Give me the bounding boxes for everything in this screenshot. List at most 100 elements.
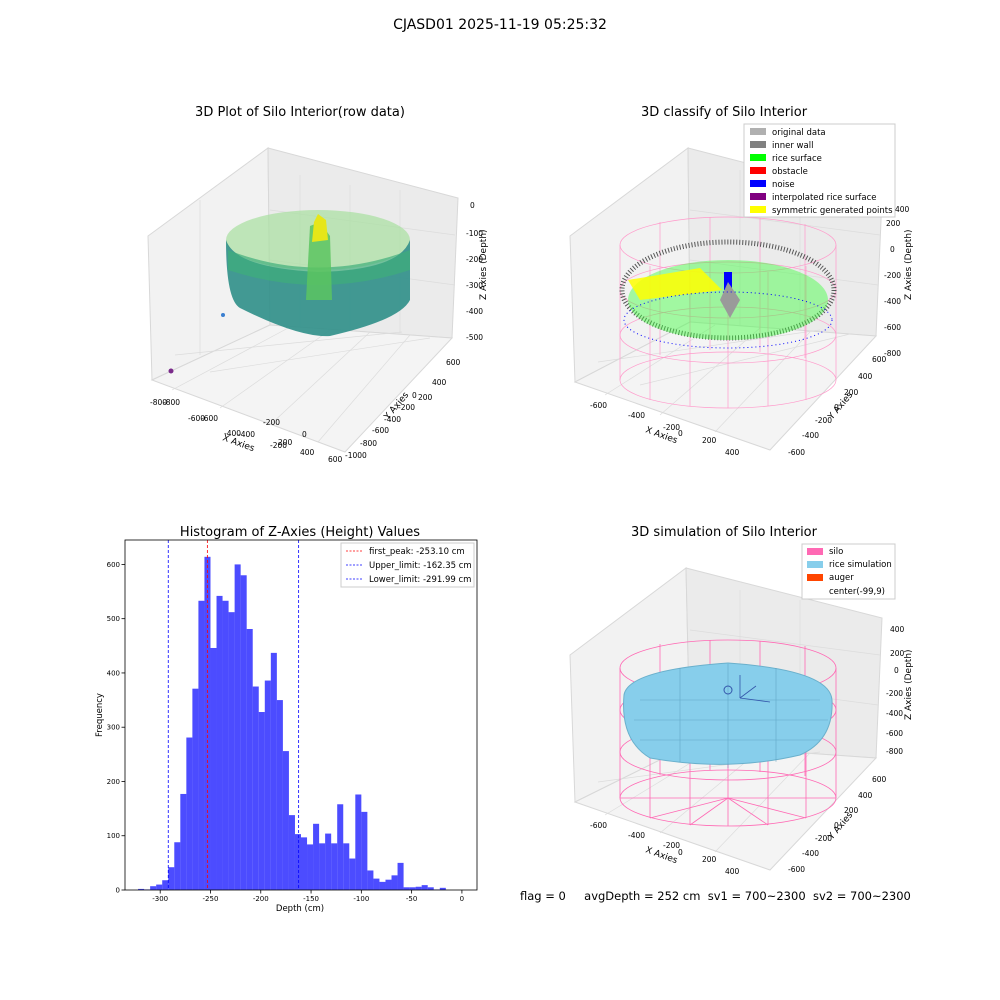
svg-text:-800: -800 — [163, 398, 180, 407]
svg-text:600: 600 — [872, 355, 887, 364]
histogram-bar — [397, 862, 404, 890]
histogram-bar — [391, 875, 398, 890]
histogram-bar — [276, 700, 283, 890]
svg-text:-500: -500 — [466, 333, 483, 342]
x-tick-label: -200 — [253, 895, 269, 903]
svg-text:-200: -200 — [263, 418, 280, 427]
histogram-bar — [174, 842, 181, 890]
y-tick-label: 500 — [107, 615, 120, 623]
figure-title: CJASD01 2025-11-19 05:25:32 — [393, 17, 607, 33]
panel-raw-title: 3D Plot of Silo Interior(row data) — [195, 105, 405, 120]
svg-text:-200: -200 — [466, 255, 483, 264]
histogram-bar — [337, 804, 344, 890]
histogram-bar — [252, 686, 259, 890]
symmetric-points — [628, 268, 722, 300]
svg-text:rice surface: rice surface — [772, 154, 822, 164]
svg-text:-400: -400 — [884, 297, 901, 306]
svg-text:-100: -100 — [466, 229, 483, 238]
histogram-bar — [301, 837, 308, 890]
status-sv1: sv1 = 700~2300 — [707, 889, 806, 903]
histogram-bar — [138, 888, 145, 890]
histogram-bar — [198, 600, 205, 890]
svg-text:600: 600 — [446, 358, 461, 367]
histogram-bar — [319, 843, 326, 890]
svg-text:0: 0 — [834, 821, 839, 830]
svg-text:0: 0 — [412, 391, 417, 400]
svg-text:-200: -200 — [815, 416, 832, 425]
svg-text:Z Axies (Depth): Z Axies (Depth) — [904, 649, 914, 720]
histogram-bar — [156, 884, 163, 890]
svg-text:400: 400 — [858, 372, 873, 381]
svg-text:0: 0 — [890, 245, 895, 254]
svg-text:center(-99,9): center(-99,9) — [829, 587, 885, 597]
simulation-legend: silo rice simulation auger center(-99,9) — [801, 543, 896, 600]
svg-text:-400: -400 — [802, 849, 819, 858]
svg-text:600: 600 — [872, 775, 887, 784]
status-avg-depth: avgDepth = 252 cm — [584, 889, 701, 903]
histogram-bar — [168, 867, 175, 890]
svg-text:0: 0 — [894, 666, 899, 675]
svg-text:400: 400 — [432, 378, 447, 387]
y-tick-label: 600 — [107, 561, 120, 569]
svg-text:400: 400 — [725, 867, 740, 876]
histogram-bar — [294, 834, 301, 890]
histogram-bar — [385, 879, 392, 890]
histogram-bar — [228, 612, 235, 890]
histogram-bar — [192, 688, 199, 890]
svg-text:-800: -800 — [150, 398, 167, 407]
svg-text:0: 0 — [302, 430, 307, 439]
histogram-legend: first_peak: -253.10 cm Upper_limit: -162… — [340, 542, 475, 588]
svg-text:-400: -400 — [628, 831, 645, 840]
svg-text:-200: -200 — [663, 841, 680, 850]
svg-text:200: 200 — [886, 219, 901, 228]
svg-text:-200: -200 — [886, 689, 903, 698]
histogram-bar — [307, 844, 314, 890]
svg-text:-400: -400 — [802, 431, 819, 440]
histogram-bar — [234, 564, 241, 890]
svg-text:first_peak: -253.10 cm: first_peak: -253.10 cm — [369, 547, 465, 557]
data-peak — [312, 214, 328, 242]
svg-text:obstacle: obstacle — [772, 167, 808, 177]
status-flag: flag = 0 — [520, 889, 566, 903]
svg-text:0: 0 — [678, 429, 683, 438]
panel-classify-title: 3D classify of Silo Interior — [641, 105, 808, 120]
histogram-title: Histogram of Z-Axies (Height) Values — [180, 525, 420, 540]
histogram-frame — [124, 539, 478, 891]
x-tick-label: -300 — [152, 895, 168, 903]
svg-text:Lower_limit: -291.99 cm: Lower_limit: -291.99 cm — [369, 575, 471, 585]
svg-text:interpolated rice surface: interpolated rice surface — [772, 193, 877, 203]
y-tick-label: 100 — [107, 832, 120, 840]
histogram-bar — [439, 887, 446, 890]
histogram-bar — [349, 858, 356, 890]
panel-simulation-title: 3D simulation of Silo Interior — [631, 525, 818, 540]
x-tick-label: 0 — [460, 895, 464, 903]
inner-wall-ring — [619, 239, 837, 341]
svg-text:-600: -600 — [788, 448, 805, 457]
panel-histogram: Histogram of Z-Axies (Height) Values -30… — [95, 525, 478, 914]
z-tick-0: 0 — [470, 201, 475, 210]
svg-text:-200: -200 — [270, 441, 287, 450]
svg-text:-400: -400 — [384, 415, 401, 424]
panel-classify-3d: 3D classify of Silo Interior original da… — [569, 105, 914, 457]
svg-text:200: 200 — [418, 393, 433, 402]
svg-text:-400: -400 — [224, 429, 241, 438]
svg-text:-600: -600 — [886, 729, 903, 738]
svg-text:original data: original data — [772, 128, 826, 138]
svg-text:Z Axies (Depth): Z Axies (Depth) — [904, 229, 914, 300]
svg-text:silo: silo — [829, 547, 843, 557]
original-cluster — [720, 282, 740, 318]
svg-text:-800: -800 — [884, 349, 901, 358]
histogram-bar — [282, 751, 289, 890]
auger-marker — [723, 675, 771, 703]
svg-text:-200: -200 — [663, 423, 680, 432]
histogram-bar — [331, 843, 338, 890]
svg-text:200: 200 — [844, 388, 859, 397]
svg-text:-800: -800 — [360, 439, 377, 448]
x-tick-label: -250 — [203, 895, 219, 903]
classify-legend: original data inner wall rice surface ob… — [743, 123, 896, 218]
histogram-ylabel: Frequency — [95, 693, 105, 737]
svg-text:200: 200 — [844, 806, 859, 815]
status-line: flag = 0 avgDepth = 252 cm sv1 = 700~230… — [520, 889, 911, 903]
histogram-bar — [409, 887, 416, 890]
svg-text:-600: -600 — [201, 414, 218, 423]
